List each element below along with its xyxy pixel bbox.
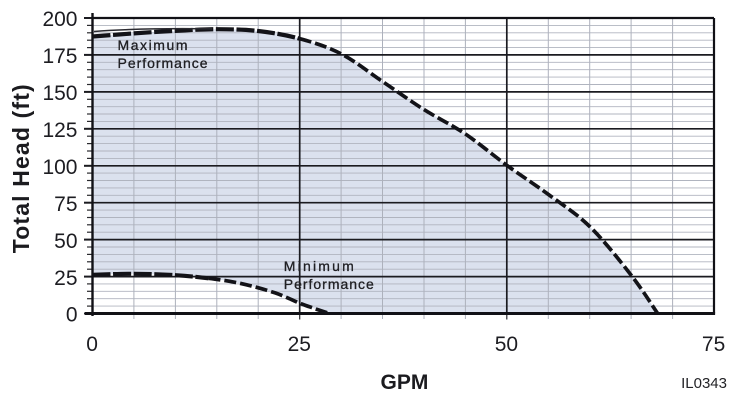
svg-text:Maximum: Maximum [118, 37, 188, 53]
svg-text:50: 50 [495, 333, 518, 356]
svg-text:50: 50 [54, 230, 77, 253]
svg-text:GPM: GPM [381, 371, 429, 394]
svg-text:200: 200 [42, 8, 77, 31]
svg-text:Performance: Performance [284, 276, 374, 292]
svg-text:25: 25 [54, 267, 77, 290]
svg-text:75: 75 [702, 333, 725, 356]
svg-text:25: 25 [288, 333, 311, 356]
svg-text:125: 125 [42, 119, 77, 142]
svg-text:75: 75 [54, 193, 77, 216]
svg-text:Performance: Performance [118, 55, 208, 71]
svg-text:IL0343: IL0343 [681, 375, 727, 392]
svg-text:Total Head (ft): Total Head (ft) [8, 84, 34, 253]
svg-text:150: 150 [42, 82, 77, 105]
svg-text:175: 175 [42, 45, 77, 68]
svg-text:0: 0 [86, 333, 98, 356]
svg-text:0: 0 [66, 304, 78, 327]
svg-text:100: 100 [42, 156, 77, 179]
svg-text:Minimum: Minimum [284, 258, 354, 274]
